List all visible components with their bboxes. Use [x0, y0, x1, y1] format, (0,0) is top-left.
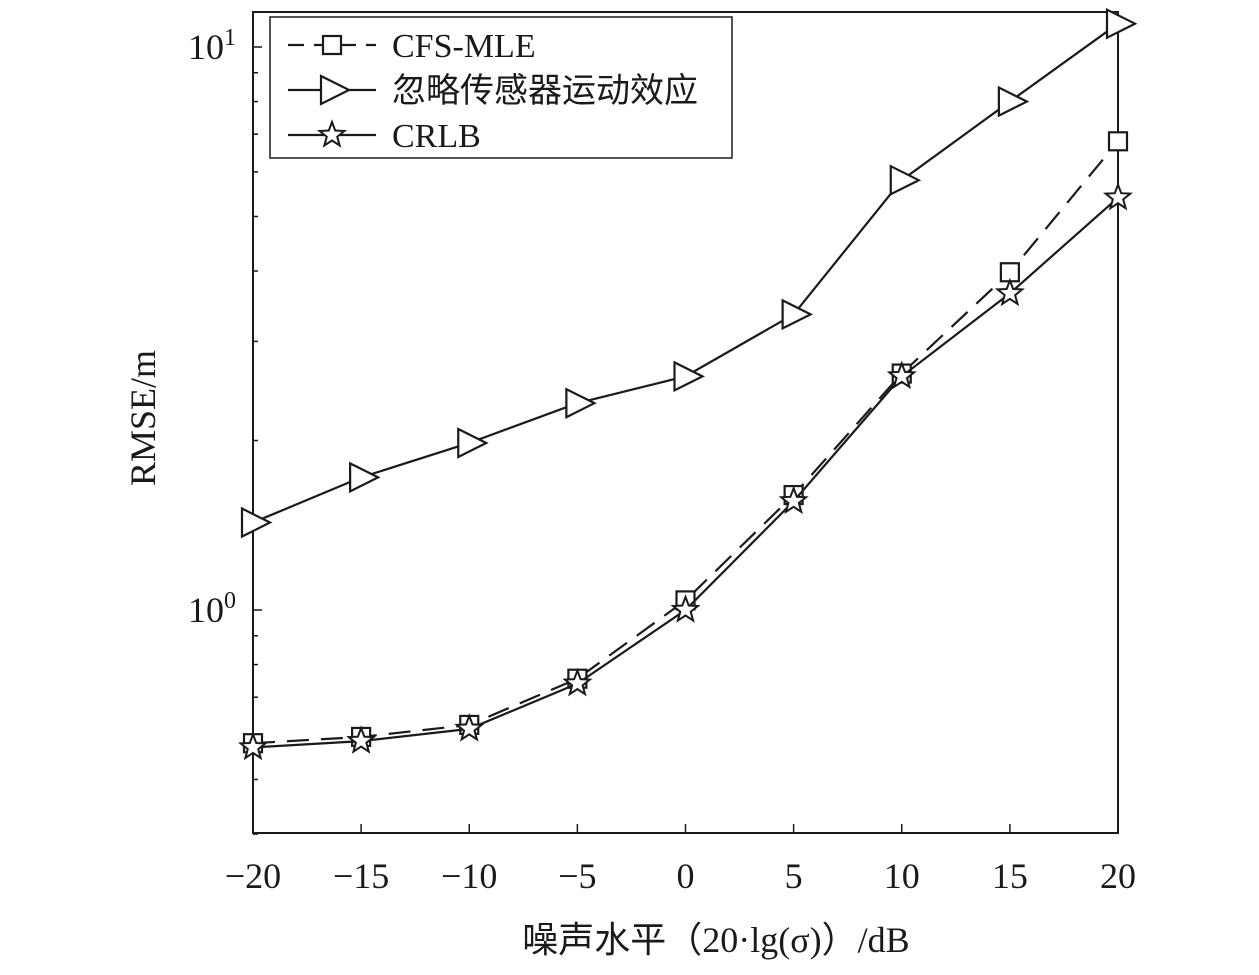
- data-point: [997, 85, 1030, 118]
- data-point: [1102, 181, 1134, 211]
- x-tick-label: −20: [225, 856, 281, 896]
- data-point: [778, 485, 809, 515]
- x-tick-label: 10: [884, 856, 920, 896]
- data-point: [349, 461, 381, 494]
- data-point: [562, 667, 593, 697]
- x-tick-label: −15: [333, 856, 389, 896]
- data-point: [454, 713, 485, 742]
- y-tick-label: 100: [188, 588, 236, 630]
- x-axis-label: 噪声水平（20·lg(σ)）/dB: [522, 920, 909, 960]
- data-point: [457, 427, 489, 459]
- legend-marker: [319, 74, 352, 106]
- legend: CFS-MLE 忽略传感器运动效应 CRLB: [269, 16, 733, 159]
- legend-marker: [316, 119, 348, 148]
- data-point: [346, 725, 377, 754]
- data-point: [886, 360, 917, 390]
- y-tick-label: 101: [188, 25, 236, 67]
- data-point: [889, 164, 922, 196]
- tick-labels: −20 −15 −10 −5 0 5 10 15 20 100 101: [188, 25, 1136, 896]
- legend-label: 忽略传感器运动效应: [392, 72, 698, 110]
- x-tick-label: 20: [1100, 856, 1136, 896]
- legend-marker: [321, 34, 343, 56]
- data-point: [565, 387, 597, 419]
- series-line: [252, 196, 1119, 749]
- data-point: [781, 298, 814, 331]
- x-tick-label: −10: [441, 856, 497, 896]
- series-line: [252, 140, 1119, 745]
- series-layer: [237, 7, 1138, 761]
- x-tick-label: −5: [558, 856, 596, 896]
- legend-label: CRLB: [392, 118, 481, 155]
- x-tick-label: 15: [992, 856, 1028, 896]
- x-tick-label: 0: [677, 856, 695, 896]
- data-point: [1107, 131, 1129, 152]
- data-point: [670, 594, 701, 623]
- legend-label: CFS-MLE: [392, 28, 536, 65]
- data-point: [994, 277, 1025, 307]
- y-axis-label: RMSE/m: [123, 350, 163, 486]
- series-1: [242, 131, 1129, 754]
- data-point: [1105, 7, 1138, 40]
- series-3: [237, 181, 1134, 761]
- data-point: [240, 506, 273, 539]
- data-point: [237, 731, 269, 761]
- tick-marks: [252, 46, 1119, 835]
- x-tick-label: 5: [785, 856, 803, 896]
- series-2: [240, 7, 1138, 539]
- data-point: [673, 360, 705, 393]
